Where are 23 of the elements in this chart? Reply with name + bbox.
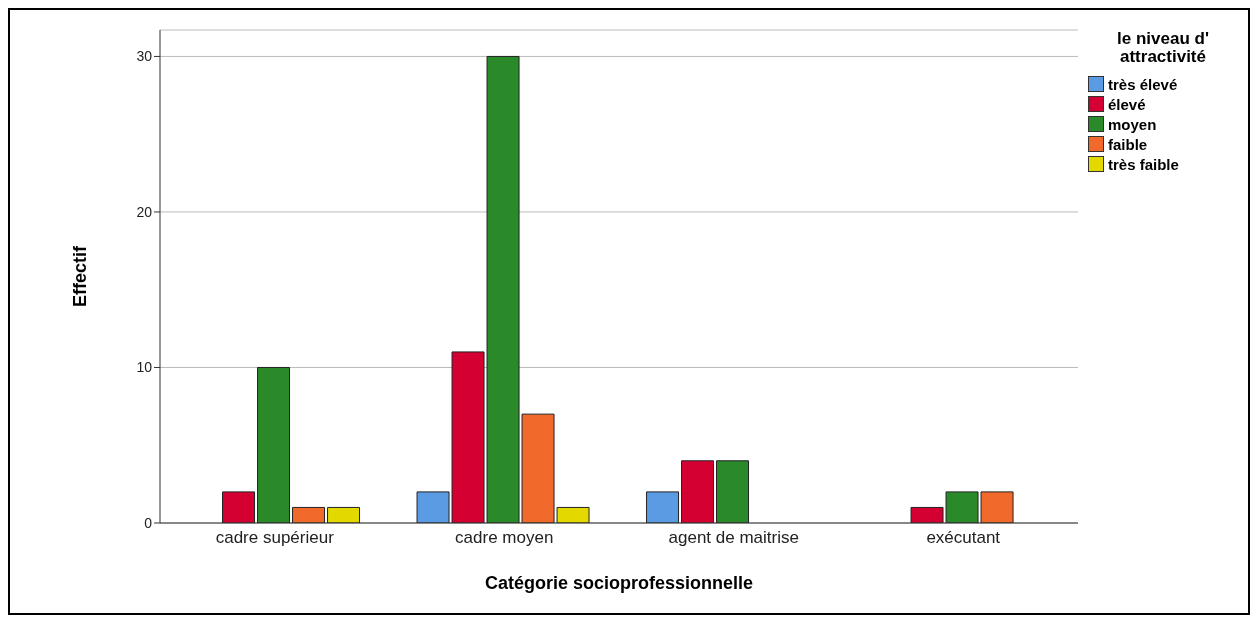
bar [327, 506, 361, 523]
x-axis-title: Catégorie socioprofessionnelle [484, 573, 754, 593]
legend-label: moyen [1108, 115, 1157, 133]
bar [257, 366, 291, 523]
legend-title: le niveau d' attractivité [1116, 29, 1210, 66]
x-tick-label: exécutant [926, 528, 1001, 548]
legend-label: très élevé [1108, 75, 1178, 93]
x-tick-label: cadre supérieur [215, 528, 335, 548]
y-tick-label: 20 [136, 203, 153, 220]
bar [681, 460, 715, 523]
bar [222, 491, 256, 523]
bar [646, 491, 680, 523]
legend-label: élevé [1108, 95, 1146, 113]
x-tick-label: agent de maitrise [668, 528, 799, 548]
y-tick-label: 0 [144, 514, 153, 531]
x-tick-label: cadre moyen [455, 528, 554, 548]
legend-label: faible [1108, 135, 1148, 153]
y-axis-title: Effectif [70, 245, 91, 308]
bar [716, 460, 750, 523]
legend-label: très faible [1108, 155, 1179, 173]
y-tick-label: 10 [136, 359, 153, 376]
bar [292, 506, 326, 523]
y-tick-label: 30 [136, 48, 153, 65]
